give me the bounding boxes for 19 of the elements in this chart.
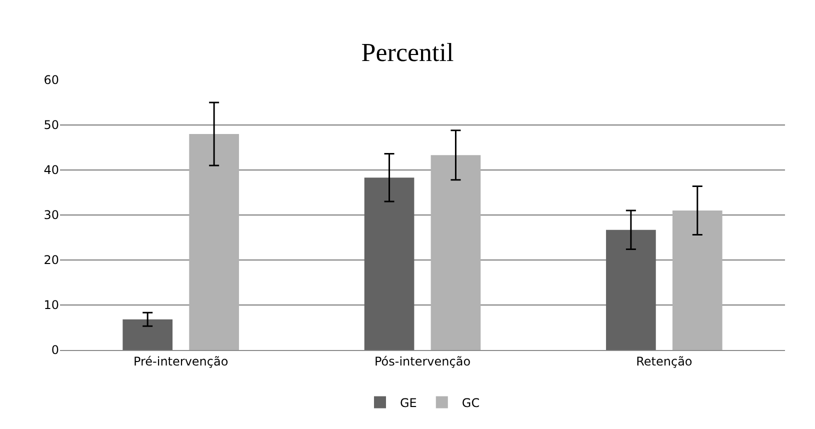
y-tick-label: 10: [44, 298, 59, 312]
x-tick-label: Retenção: [636, 354, 692, 368]
y-tick-label: 40: [44, 163, 59, 178]
x-tick-label: Pré-intervenção: [133, 354, 228, 368]
legend-label: GC: [462, 396, 480, 410]
y-tick-label: 0: [51, 343, 59, 358]
bar: [364, 178, 414, 350]
x-tick-label: Pós-intervenção: [374, 354, 471, 368]
bar: [430, 155, 481, 350]
y-tick-label: 50: [44, 118, 59, 132]
bar: [122, 319, 173, 350]
y-tick-label: 20: [44, 253, 59, 268]
bar: [672, 210, 722, 350]
y-tick-label: 30: [44, 208, 59, 222]
bar: [189, 134, 239, 350]
y-tick-label: 60: [44, 73, 59, 88]
bar: [606, 230, 656, 350]
chart-title: Percentil: [361, 38, 454, 68]
legend-label: GE: [400, 396, 417, 410]
